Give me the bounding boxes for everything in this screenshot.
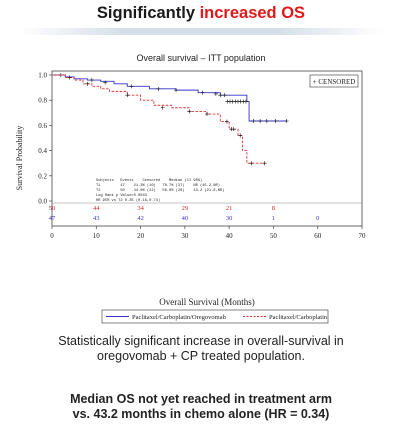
x-tick-label: 20 [137,232,145,240]
at-risk-chemo: 44 [93,205,100,212]
at-risk-chemo: 29 [182,205,189,212]
censor-mark [213,91,218,96]
censor-mark [160,105,165,110]
conclusion-text: Median OS not yet reached in treatment a… [26,392,376,422]
stats-hr: HR 95% vs T2 0.35 (0.16,0.74) [96,198,160,203]
censor-mark [103,80,108,85]
censor-mark [273,118,278,123]
censor-mark [200,90,205,95]
censor-mark [187,109,192,114]
at-risk-treatment: 30 [226,215,233,222]
headline-prefix: Significantly [96,4,200,22]
title-banner [18,28,384,35]
censor-mark [264,118,269,123]
caption-text: Statistically significant increase in ov… [58,334,344,363]
censor-mark [89,78,94,83]
x-tick-label: 40 [226,232,234,240]
series-legend-box [101,309,329,324]
legend-label-treatment: Paclitaxel/Carboplatin/Oregovomab [132,314,226,321]
y-axis-label: Survival Probability [15,126,24,191]
y-tick-label: 0.6 [38,122,47,130]
censor-mark [262,161,267,166]
y-tick-label: 0.0 [38,198,47,206]
headline-highlight: increased OS [199,4,306,22]
stats-logrank: Log Rank p Value=0.0043 [96,193,147,198]
x-tick-label: 0 [50,232,54,240]
at-risk-chemo: 21 [226,205,233,212]
at-risk-treatment: 47 [49,215,56,222]
at-risk-treatment: 42 [137,215,144,222]
at-risk-chemo: 34 [137,205,144,212]
censor-mark [258,118,263,123]
slide-headline: Significantly increased OS [0,4,402,23]
at-risk-treatment: 43 [93,215,100,222]
stats-row-t1: T1 47 21.3% (10) 78.7% (37) NR (45.2,NR) [96,183,220,188]
censor-mark [156,86,161,91]
survival-curves [52,73,289,166]
stats-block: Subjects Events Censored Median (CI 95%)… [96,178,224,203]
censor-mark [231,127,236,132]
y-tick-label: 0.2 [38,172,47,180]
censor-mark [243,99,248,104]
series-legend: Paclitaxel/Carboplatin/Oregovomab Paclit… [101,309,329,324]
censor-mark [222,93,227,98]
series-line-chemo [52,74,265,164]
y-tick-label: 1.0 [38,72,47,80]
censored-legend-label: + CENSORED [313,78,356,86]
y-axis-ticks: 0.0 0.2 0.4 0.6 0.8 1.0 [38,72,52,206]
censor-mark [125,93,130,98]
x-tick-label: 50 [270,232,278,240]
censor-mark [218,93,223,98]
at-risk-numbers: 50 44 34 29 21 8 47 43 42 40 30 1 0 [49,205,320,222]
conclusion-line-1: Median OS not yet reached in treatment a… [70,392,332,406]
x-tick-label: 70 [359,232,367,240]
at-risk-treatment: 0 [316,215,319,222]
at-risk-chemo: 8 [272,205,275,212]
chart-title: Overall survival – ITT population [137,53,266,63]
x-axis-ticks: 0 10 20 30 40 50 60 70 [50,226,366,240]
y-tick-label: 0.8 [38,97,47,105]
x-axis-label: Overall Survival (Months) [159,297,254,307]
censor-mark [85,81,90,86]
at-risk-treatment: 40 [182,215,189,222]
legend-label-chemo: Paclitaxel/Carboplatin [269,314,328,321]
x-tick-label: 60 [314,232,322,240]
censor-mark [238,133,243,138]
km-survival-chart: Overall survival – ITT population Surviv… [15,53,366,324]
censor-mark [174,88,178,93]
plot-frame [51,70,363,227]
x-tick-label: 30 [181,232,189,240]
censor-mark [67,75,72,80]
stats-row-t2: T2 50 44.0% (22) 56.0% (28) 43.2 (21.0,N… [96,188,224,193]
censor-mark [249,161,254,166]
censor-mark [129,84,134,89]
at-risk-treatment: 1 [272,215,275,222]
stats-header: Subjects Events Censored Median (CI 95%) [96,178,202,183]
censored-legend-box [309,74,359,88]
censor-mark [284,118,289,123]
y-tick-label: 0.4 [38,147,47,155]
conclusion-line-2: vs. 43.2 months in chemo alone (HR = 0.3… [72,407,330,421]
censor-mark [224,119,229,124]
at-risk-chemo: 50 [49,205,56,212]
x-tick-label: 10 [93,232,101,240]
censor-mark [205,112,209,117]
censor-mark [251,118,256,123]
